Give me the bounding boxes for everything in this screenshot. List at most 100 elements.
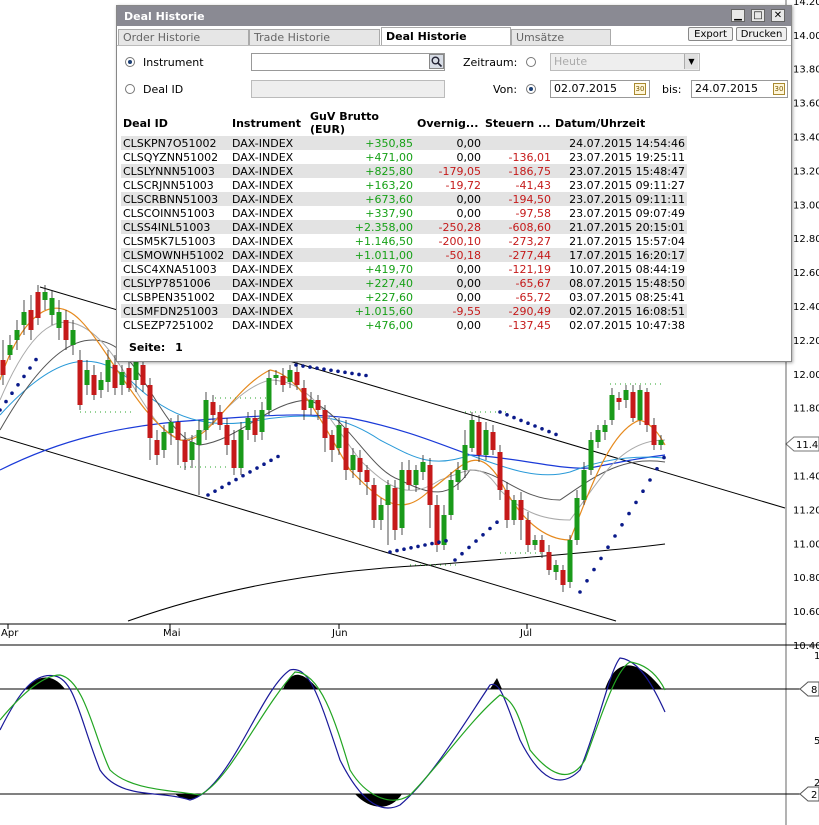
instrument-label: Instrument: [143, 56, 204, 69]
table-row[interactable]: CLSLYNNN51003 DAX-INDEX +825,80 -179,05 -186…: [121, 164, 687, 178]
tax-cell: -608,60: [483, 220, 553, 234]
overbought-fill: [605, 665, 662, 689]
deal-history-window[interactable]: Deal Historie ▁ □ ✕ Order Historie Trade…: [116, 5, 792, 362]
date-cell: 10.07.2015 08:44:19: [569, 262, 685, 276]
instrument-input[interactable]: [251, 53, 445, 71]
date-cell: 02.07.2015 16:08:51: [553, 304, 687, 318]
instrument-radio[interactable]: [125, 57, 135, 67]
price-axis-label: 11.40: [793, 472, 819, 483]
month-label: Mai: [163, 628, 181, 639]
sar-dot: [357, 372, 361, 377]
oscillator-slow-line: [0, 661, 666, 801]
deal-id-cell: CLSCOINN51003: [123, 206, 215, 220]
chevron-down-icon[interactable]: ▼: [684, 54, 698, 69]
sar-dot: [329, 368, 333, 373]
column-header[interactable]: Steuern ...: [483, 110, 553, 136]
guv-cell: +825,80: [308, 164, 415, 178]
sar-dot: [444, 539, 448, 543]
guv-cell: +1.146,50: [354, 234, 413, 248]
table-row[interactable]: CLSMFDN251003 DAX-INDEX +1.015,60 -9,55 -290…: [121, 304, 687, 318]
candlestick: [119, 365, 125, 395]
table-row[interactable]: CLSC4XNA51003 DAX-INDEX +419,70 0,00 -121,19…: [121, 262, 687, 276]
table-row[interactable]: CLSCRBNN51003 DAX-INDEX +673,60 0,00 -194,50…: [121, 192, 687, 206]
calendar-icon[interactable]: 30: [773, 83, 785, 95]
maximize-button[interactable]: □: [751, 9, 765, 22]
candlestick: [595, 425, 601, 448]
price-axis-label: 10.40: [793, 641, 819, 652]
zeitraum-radio[interactable]: [526, 57, 536, 67]
close-button[interactable]: ✕: [771, 9, 785, 22]
date-cell: 23.07.2015 09:07:49: [569, 206, 685, 220]
sar-dot: [430, 541, 434, 546]
sar-dot: [481, 533, 485, 537]
tab-umsaetze[interactable]: Umsätze: [511, 29, 611, 45]
table-row[interactable]: CLSS4INL51003 DAX-INDEX +2.358,00 -250,28 -6…: [121, 220, 687, 234]
instrument-cell: DAX-INDEX: [230, 164, 308, 178]
candlestick: [154, 430, 160, 465]
dealid-input[interactable]: [251, 80, 445, 98]
table-row[interactable]: CLSQYZNN51002 DAX-INDEX +471,00 0,00 -136,01…: [121, 150, 687, 164]
price-axis-label: 10.80: [793, 573, 819, 584]
price-axis-label: 12.80: [793, 234, 819, 245]
column-header[interactable]: Instrument: [230, 110, 308, 136]
candlestick: [406, 460, 412, 490]
overnight-cell: 0,00: [415, 192, 483, 206]
sar-dot: [227, 481, 231, 486]
date-cell: 23.07.2015 09:11:27: [569, 178, 685, 192]
candlestick: [497, 445, 503, 500]
table-row[interactable]: CLSCOINN51003 DAX-INDEX +337,90 0,00 -97,58 2…: [121, 206, 687, 220]
deal-id-cell: CLSMFDN251003: [121, 304, 230, 318]
candlestick: [532, 535, 538, 550]
table-row[interactable]: CLSBPEN351002 DAX-INDEX +227,60 0,00 -65,72 0…: [121, 290, 687, 304]
sar-dot: [641, 489, 645, 494]
date-cell: 21.07.2015 20:15:01: [553, 220, 687, 234]
table-row[interactable]: CLSLYP7851006 DAX-INDEX +227,40 0,00 -65,67 0…: [121, 276, 687, 290]
sar-dot: [578, 590, 582, 594]
sar-dot: [474, 539, 478, 543]
tab-trade-historie[interactable]: Trade Historie: [249, 29, 380, 45]
tab-deal-historie[interactable]: Deal Historie: [381, 27, 511, 46]
minimize-button[interactable]: ▁: [731, 9, 745, 22]
overnight-cell: 0,00: [415, 136, 483, 150]
candlestick: [525, 512, 531, 552]
deal-id-cell: CLSCRBNN51003: [121, 192, 230, 206]
candlestick: [637, 385, 643, 425]
candlestick: [546, 545, 552, 575]
table-row[interactable]: CLSEZP7251002 DAX-INDEX +476,00 0,00 -137,45…: [121, 318, 687, 332]
sar-dot: [627, 511, 631, 516]
sar-dot: [540, 427, 544, 431]
table-row[interactable]: CLSMOWNH51002 DAX-INDEX +1.011,00 -50,18 -27…: [121, 248, 687, 262]
instrument-cell: DAX-INDEX: [230, 136, 308, 150]
column-header[interactable]: Deal ID: [121, 110, 230, 136]
instrument-cell: DAX-INDEX: [232, 150, 294, 164]
export-button[interactable]: Export: [688, 27, 733, 41]
table-row[interactable]: CLSKPN7O51002 DAX-INDEX +350,85 0,00 24.07.2…: [121, 136, 687, 150]
calendar-icon[interactable]: 30: [634, 83, 646, 95]
print-button[interactable]: Drucken: [736, 27, 787, 41]
window-titlebar[interactable]: Deal Historie ▁ □ ✕: [117, 6, 791, 26]
date-cell: 23.07.2015 15:48:47: [553, 164, 687, 178]
candlestick: [280, 368, 286, 392]
von-date-input[interactable]: 02.07.2015: [550, 80, 650, 98]
sar-dot: [234, 477, 238, 482]
dealid-radio[interactable]: [125, 84, 135, 94]
bis-date-input[interactable]: 24.07.2015: [691, 80, 788, 98]
table-row[interactable]: CLSCRJNN51003 DAX-INDEX +163,20 -19,72 -41,4…: [121, 178, 687, 192]
date-cell: 02.07.2015 10:47:38: [569, 318, 685, 332]
overnight-cell: 0,00: [456, 150, 482, 164]
table-row[interactable]: CLSM5K7L51003 DAX-INDEX +1.146,50 -200,10 -2…: [121, 234, 687, 248]
sar-dot: [488, 526, 492, 531]
column-header[interactable]: Overnig...: [415, 110, 483, 136]
column-header[interactable]: Datum/Uhrzeit: [553, 110, 687, 136]
deal-id-cell: CLSLYP7851006: [121, 276, 230, 290]
search-icon[interactable]: [429, 54, 444, 69]
oversold-fill: [355, 794, 402, 807]
column-header[interactable]: GuV Brutto (EUR): [308, 110, 415, 136]
von-radio[interactable]: [526, 84, 536, 94]
candlestick: [273, 370, 279, 385]
tab-order-historie[interactable]: Order Historie: [118, 29, 249, 45]
zeitraum-select[interactable]: Heute: [550, 53, 700, 71]
sar-dot: [22, 374, 26, 379]
candlestick: [168, 418, 174, 445]
candlestick: [602, 420, 608, 440]
